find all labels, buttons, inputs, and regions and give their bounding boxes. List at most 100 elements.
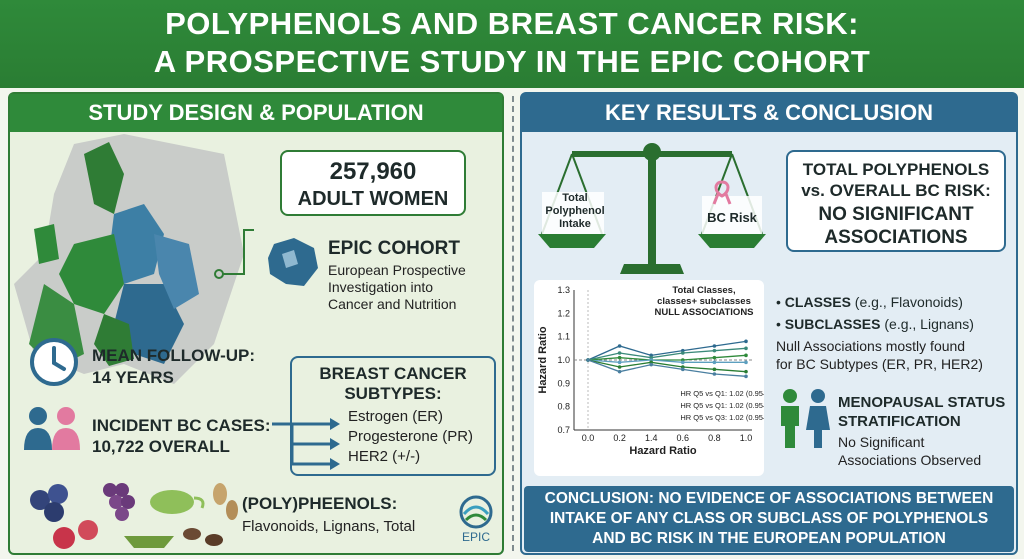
y-tick-label: 0.8 xyxy=(557,402,570,412)
study-design-header: STUDY DESIGN & POPULATION xyxy=(10,94,502,132)
subclasses-bullet: • SUBCLASSES (e.g., Lignans) xyxy=(776,316,974,332)
series-line xyxy=(587,359,747,377)
hr-annotation: HR Q5 vs Q3: 1.02 (0.95–1.11) xyxy=(680,413,764,422)
series-line xyxy=(587,354,747,361)
scale-left-line-2: Polyphenol xyxy=(545,205,605,217)
scale-right-label: BC Risk xyxy=(707,210,757,225)
x-axis-label: Hazard Ratio xyxy=(629,445,697,457)
data-point xyxy=(586,358,590,362)
study-design-panel: STUDY DESIGN & POPULATION 257,960 ADULT … xyxy=(8,92,504,555)
subtypes-title-2: SUBTYPES: xyxy=(344,384,442,403)
subtype-er: Estrogen (ER) xyxy=(348,408,444,425)
x-tick-label: 1.4 xyxy=(645,433,658,443)
women-count-box: 257,960 ADULT WOMEN xyxy=(280,150,466,216)
null-note-line-1: Null Associations mostly found xyxy=(776,338,966,354)
data-point xyxy=(744,346,748,351)
europe-map-icon xyxy=(14,134,254,384)
title-line-1: POLYPHENOLS AND BREAST CANCER RISK: xyxy=(165,6,859,41)
data-point xyxy=(712,372,717,376)
null-note-line-2: for BC Subtypes (ER, PR, HER2) xyxy=(776,356,983,372)
followup-line-2: 14 YEARS xyxy=(92,368,174,387)
followup-line-1: MEAN FOLLOW-UP: xyxy=(92,346,256,365)
result-line-2: vs. OVERALL BC RISK: xyxy=(801,181,991,200)
data-point xyxy=(712,367,717,372)
conclusion-line-1: CONCLUSION: NO EVIDENCE OF ASSOCIATIONS … xyxy=(544,490,994,507)
result-line-4: ASSOCIATIONS xyxy=(824,227,968,248)
epic-line-3: Cancer and Nutrition xyxy=(328,296,457,312)
data-point xyxy=(681,360,685,365)
x-tick-label: 0.0 xyxy=(582,433,595,443)
polyphenols-items: Flavonoids, Lignans, Total xyxy=(242,518,416,535)
data-point xyxy=(712,360,717,365)
classes-rest: (e.g., Flavonoids) xyxy=(850,294,963,310)
series-line xyxy=(587,359,747,373)
data-point xyxy=(712,344,717,348)
classes-dot: • xyxy=(776,294,785,310)
total-polyphenols-box: TOTAL POLYPHENOLS vs. OVERALL BC RISK: N… xyxy=(786,150,1006,252)
series-line xyxy=(587,340,747,361)
subclasses-dot: • xyxy=(776,316,785,332)
polyphenol-foods-icon xyxy=(30,483,238,549)
y-tick-label: 1.1 xyxy=(557,332,570,342)
subtype-pr: Progesterone (PR) xyxy=(348,428,474,445)
data-point xyxy=(744,374,748,379)
balance-scale-icon xyxy=(538,143,766,274)
data-point xyxy=(649,362,653,367)
data-point xyxy=(712,348,717,353)
series-line xyxy=(587,359,746,363)
result-line-1: TOTAL POLYPHENOLS xyxy=(802,160,990,179)
conclusion-banner: CONCLUSION: NO EVIDENCE OF ASSOCIATIONS … xyxy=(524,486,1014,552)
data-point xyxy=(617,360,622,365)
subtypes-box: BREAST CANCER SUBTYPES: Estrogen (ER) Pr… xyxy=(290,356,496,476)
women-count-label: ADULT WOMEN xyxy=(297,188,449,210)
data-point xyxy=(617,369,622,374)
results-header: KEY RESULTS & CONCLUSION xyxy=(522,94,1016,132)
scale-left-line-3: Intake xyxy=(559,218,591,230)
panel-divider xyxy=(512,96,514,551)
result-line-3: NO SIGNIFICANT xyxy=(818,204,974,225)
epic-cohort-title: EPIC COHORT xyxy=(328,238,460,259)
x-tick-label: 0.6 xyxy=(677,433,690,443)
menopause-line-4: Associations Observed xyxy=(838,452,982,468)
y-tick-label: 1.3 xyxy=(557,285,570,295)
y-tick-label: 0.9 xyxy=(557,378,570,388)
subclasses-rest: (e.g., Lignans) xyxy=(880,316,974,332)
women-group-icon xyxy=(24,407,80,450)
epic-line-2: Investigation into xyxy=(328,279,434,295)
data-point xyxy=(744,369,748,374)
subclasses-bold: SUBCLASSES xyxy=(784,316,881,332)
hazard-ratio-chart-svg: 1.3 1.2 1.1 1.0 0.9 0.8 0.7 0.0 0.2 1.4 0.6 0.8 1.0 H… xyxy=(537,285,784,457)
polyphenols-title: (POLY)PHEENOLS: xyxy=(242,494,398,513)
chart-title-line: Total Classes, xyxy=(672,285,735,296)
data-point xyxy=(617,365,622,369)
data-point xyxy=(744,353,748,358)
scale-left-line-1: Total xyxy=(562,192,588,204)
subtype-her2: HER2 (+/-) xyxy=(348,448,421,465)
cases-line-2: 10,722 OVERALL xyxy=(92,437,230,456)
data-point xyxy=(681,351,685,355)
y-tick-label: 1.2 xyxy=(557,308,570,318)
y-tick-label: 1.0 xyxy=(557,355,570,365)
hr-annotation: HR Q5 vs Q1: 1.02 (0.95–1.11) xyxy=(680,389,764,398)
hazard-ratio-chart: 1.3 1.2 1.1 1.0 0.9 0.8 0.7 0.0 0.2 1.4 0.6 0.8 1.0 H… xyxy=(534,280,784,476)
epic-logo: EPIC xyxy=(454,494,498,550)
conclusion-line-2: INTAKE OF ANY CLASS OR SUBCLASS OF POLYP… xyxy=(549,510,989,527)
pink-ribbon-icon xyxy=(712,180,732,205)
epic-logo-icon xyxy=(459,495,493,529)
title-line-2: A PROSPECTIVE STUDY IN THE EPIC COHORT xyxy=(153,44,871,79)
data-point xyxy=(617,351,622,355)
data-point xyxy=(681,367,685,372)
chart-title-line: NULL ASSOCIATIONS xyxy=(654,307,753,318)
x-tick-label: 0.8 xyxy=(708,433,721,443)
series-line xyxy=(587,347,747,361)
subtype-arrows xyxy=(272,418,340,470)
data-point xyxy=(744,339,748,344)
data-point xyxy=(617,355,622,360)
epic-logo-text: EPIC xyxy=(461,530,490,544)
hr-annotation: HR Q5 vs Q1: 1.02 (0.95–1.11) xyxy=(680,401,764,410)
conclusion-line-3: AND BC RISK IN THE EUROPEAN POPULATION xyxy=(592,530,946,547)
title-banner: POLYPHENOLS AND BREAST CANCER RISK: A PR… xyxy=(0,0,1024,88)
epic-line-1: European Prospective xyxy=(328,262,466,278)
man-woman-icon xyxy=(781,389,830,448)
classes-bold: CLASSES xyxy=(784,294,851,310)
